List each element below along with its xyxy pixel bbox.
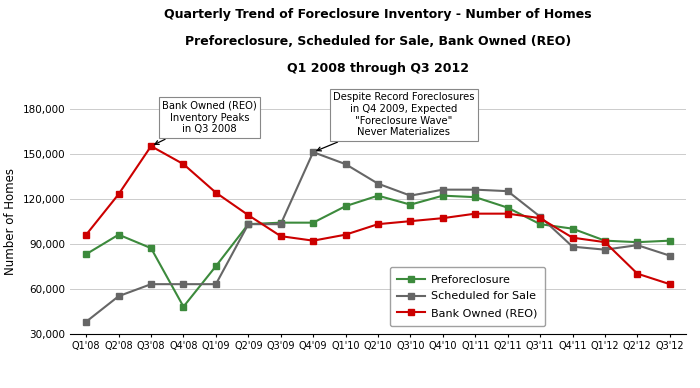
Scheduled for Sale <box>309 150 317 154</box>
Scheduled for Sale <box>503 189 512 194</box>
Line: Scheduled for Sale: Scheduled for Sale <box>83 149 673 324</box>
Preforeclosure <box>503 205 512 210</box>
Preforeclosure <box>342 204 350 208</box>
Scheduled for Sale <box>634 243 642 248</box>
Preforeclosure <box>634 240 642 244</box>
Text: Q1 2008 through Q3 2012: Q1 2008 through Q3 2012 <box>287 62 469 75</box>
Bank Owned (REO) <box>147 144 155 149</box>
Preforeclosure <box>179 304 188 309</box>
Scheduled for Sale <box>342 162 350 166</box>
Bank Owned (REO) <box>568 236 577 240</box>
Line: Preforeclosure: Preforeclosure <box>83 193 673 310</box>
Text: Bank Owned (REO)
Inventory Peaks
in Q3 2008: Bank Owned (REO) Inventory Peaks in Q3 2… <box>155 101 257 144</box>
Preforeclosure <box>82 252 90 256</box>
Bank Owned (REO) <box>114 192 122 196</box>
Scheduled for Sale <box>666 253 674 258</box>
Bank Owned (REO) <box>406 219 414 223</box>
Bank Owned (REO) <box>471 211 480 216</box>
Legend: Preforeclosure, Scheduled for Sale, Bank Owned (REO): Preforeclosure, Scheduled for Sale, Bank… <box>390 267 545 326</box>
Bank Owned (REO) <box>601 240 609 244</box>
Bank Owned (REO) <box>179 162 188 166</box>
Preforeclosure <box>666 238 674 243</box>
Text: Despite Record Foreclosures
in Q4 2009, Expected
"Foreclosure Wave"
Never Materi: Despite Record Foreclosures in Q4 2009, … <box>317 92 475 151</box>
Scheduled for Sale <box>211 282 220 286</box>
Preforeclosure <box>568 226 577 231</box>
Bank Owned (REO) <box>503 211 512 216</box>
Scheduled for Sale <box>471 187 480 192</box>
Scheduled for Sale <box>147 282 155 286</box>
Scheduled for Sale <box>179 282 188 286</box>
Bank Owned (REO) <box>244 213 253 218</box>
Scheduled for Sale <box>601 247 609 252</box>
Text: Quarterly Trend of Foreclosure Inventory - Number of Homes: Quarterly Trend of Foreclosure Inventory… <box>164 8 592 21</box>
Bank Owned (REO) <box>634 271 642 276</box>
Preforeclosure <box>374 193 382 198</box>
Scheduled for Sale <box>406 193 414 198</box>
Text: Preforeclosure, Scheduled for Sale, Bank Owned (REO): Preforeclosure, Scheduled for Sale, Bank… <box>185 35 571 48</box>
Preforeclosure <box>147 246 155 251</box>
Preforeclosure <box>536 222 545 227</box>
Bank Owned (REO) <box>374 222 382 227</box>
Bank Owned (REO) <box>536 216 545 220</box>
Scheduled for Sale <box>568 244 577 249</box>
Bank Owned (REO) <box>439 216 447 220</box>
Preforeclosure <box>406 202 414 207</box>
Preforeclosure <box>211 264 220 268</box>
Bank Owned (REO) <box>82 232 90 237</box>
Bank Owned (REO) <box>309 238 317 243</box>
Bank Owned (REO) <box>342 232 350 237</box>
Scheduled for Sale <box>244 222 253 227</box>
Preforeclosure <box>114 232 122 237</box>
Preforeclosure <box>471 195 480 199</box>
Scheduled for Sale <box>439 187 447 192</box>
Y-axis label: Number of Homes: Number of Homes <box>4 168 17 275</box>
Scheduled for Sale <box>114 294 122 298</box>
Line: Bank Owned (REO): Bank Owned (REO) <box>83 144 673 287</box>
Scheduled for Sale <box>374 181 382 186</box>
Bank Owned (REO) <box>211 191 220 195</box>
Preforeclosure <box>309 220 317 225</box>
Scheduled for Sale <box>536 214 545 219</box>
Preforeclosure <box>439 193 447 198</box>
Preforeclosure <box>601 238 609 243</box>
Bank Owned (REO) <box>666 282 674 286</box>
Preforeclosure <box>244 222 253 227</box>
Bank Owned (REO) <box>276 234 285 239</box>
Scheduled for Sale <box>276 222 285 227</box>
Scheduled for Sale <box>82 319 90 324</box>
Preforeclosure <box>276 220 285 225</box>
